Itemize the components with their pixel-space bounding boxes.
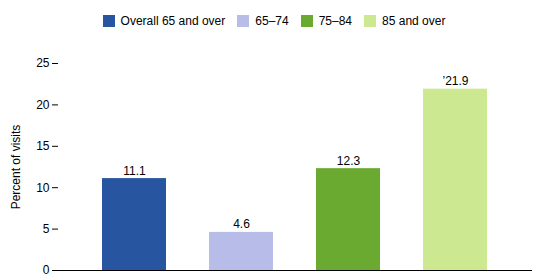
svg-text:12.3: 12.3 xyxy=(337,154,361,168)
svg-text:5: 5 xyxy=(43,222,50,236)
svg-text:11.1: 11.1 xyxy=(123,164,146,178)
svg-text:25: 25 xyxy=(36,56,50,70)
svg-text:20: 20 xyxy=(36,98,50,112)
svg-text:0: 0 xyxy=(43,263,50,277)
svg-text:15: 15 xyxy=(36,139,50,153)
svg-text:Percent of visits: Percent of visits xyxy=(9,125,23,210)
svg-text:10: 10 xyxy=(36,181,50,195)
html-text:85 and over: 85 and over xyxy=(382,13,446,28)
html-text:Overall 65 and over: Overall 65 and over xyxy=(120,13,226,28)
svg-text:4.6: 4.6 xyxy=(233,217,250,231)
svg-text:’21.9: ’21.9 xyxy=(442,74,468,88)
html-text:75–84: 75–84 xyxy=(318,13,352,28)
html-text:65–74: 65–74 xyxy=(255,13,289,28)
